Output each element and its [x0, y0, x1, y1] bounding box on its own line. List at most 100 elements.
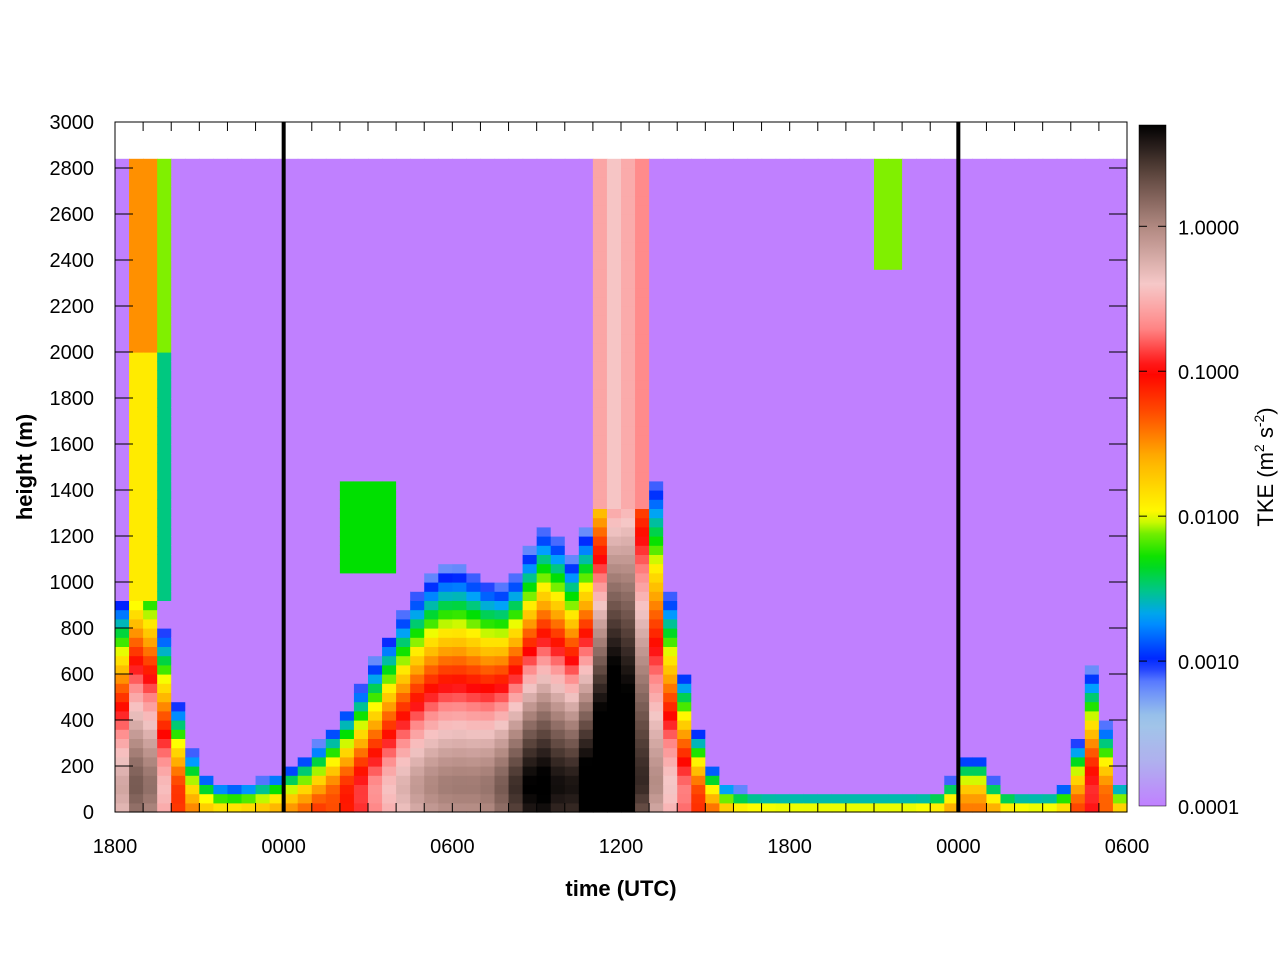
heatmap-cell — [115, 324, 130, 335]
heatmap-cell — [845, 462, 861, 473]
heatmap-cell — [649, 260, 664, 270]
heatmap-cell — [269, 370, 285, 381]
heatmap-cell — [775, 444, 791, 454]
heatmap-cell — [649, 628, 664, 638]
heatmap-cell — [241, 609, 257, 620]
heatmap-cell — [494, 775, 510, 785]
heatmap-cell — [592, 701, 608, 712]
heatmap-cell — [564, 407, 580, 417]
heatmap-cell — [803, 793, 819, 804]
heatmap-cell — [466, 342, 482, 353]
heatmap-cell — [1014, 398, 1030, 408]
heatmap-cell — [649, 674, 664, 684]
heatmap-cell — [410, 508, 425, 519]
heatmap-cell — [972, 526, 988, 537]
heatmap-cell — [143, 214, 158, 224]
heatmap-cell — [508, 490, 524, 500]
heatmap-cell — [691, 720, 706, 730]
heatmap-cell — [297, 683, 313, 693]
heatmap-cell — [199, 471, 214, 482]
heatmap-cell — [185, 591, 200, 601]
heatmap-cell — [564, 379, 580, 390]
heatmap-cell — [297, 591, 313, 601]
heatmap-cell — [986, 407, 1002, 417]
heatmap-cell — [283, 315, 299, 325]
heatmap-cell — [241, 398, 257, 408]
heatmap-cell — [213, 379, 229, 390]
heatmap-cell — [522, 738, 538, 749]
heatmap-cell — [466, 692, 482, 703]
heatmap-cell — [410, 223, 425, 233]
heatmap-cell — [213, 793, 229, 804]
heatmap-cell — [143, 370, 158, 381]
heatmap-cell — [719, 388, 735, 399]
heatmap-cell — [269, 177, 285, 187]
heatmap-cell — [972, 315, 988, 325]
heatmap-cell — [902, 342, 917, 353]
heatmap-cell — [424, 720, 439, 730]
heatmap-cell — [508, 618, 524, 629]
heatmap-cell — [508, 453, 524, 463]
heatmap-cell — [213, 545, 229, 555]
heatmap-cell — [199, 517, 214, 528]
heatmap-cell — [325, 204, 341, 215]
heatmap-cell — [789, 490, 805, 500]
heatmap-cell — [1028, 361, 1044, 371]
heatmap-cell — [1028, 223, 1044, 233]
heatmap-cell — [368, 710, 383, 721]
heatmap-cell — [1000, 333, 1016, 344]
heatmap-cell — [817, 462, 833, 473]
heatmap-cell — [592, 425, 608, 436]
heatmap-cell — [649, 398, 664, 408]
heatmap-cell — [1098, 664, 1114, 675]
heatmap-cell — [157, 480, 172, 491]
heatmap-cell — [1084, 720, 1100, 730]
heatmap-cell — [115, 701, 130, 712]
heatmap-cell — [649, 563, 664, 574]
heatmap-cell — [958, 793, 973, 804]
heatmap-cell — [241, 720, 257, 730]
heatmap-cell — [283, 526, 299, 537]
heatmap-cell — [255, 296, 271, 307]
heatmap-cell — [283, 333, 299, 344]
heatmap-cell — [297, 572, 313, 583]
heatmap-cell — [297, 508, 313, 519]
heatmap-cell — [255, 453, 271, 463]
heatmap-cell — [255, 388, 271, 399]
heatmap-cell — [1084, 370, 1100, 381]
heatmap-cell — [480, 398, 496, 408]
heatmap-cell — [157, 517, 172, 528]
heatmap-cell — [297, 177, 313, 187]
heatmap-cell — [452, 232, 467, 243]
heatmap-cell — [789, 471, 805, 482]
heatmap-cell — [438, 195, 453, 206]
heatmap-cell — [396, 545, 411, 555]
heatmap-cell — [803, 223, 819, 233]
heatmap-cell — [916, 572, 931, 583]
heatmap-cell — [719, 370, 735, 381]
heatmap-cell — [297, 664, 313, 675]
heatmap-cell — [705, 324, 720, 335]
heatmap-cell — [761, 802, 777, 813]
heatmap-cell — [972, 793, 988, 804]
heatmap-cell — [143, 582, 158, 592]
heatmap-cell — [859, 388, 875, 399]
heatmap-cell — [536, 609, 552, 620]
heatmap-cell — [368, 333, 383, 344]
heatmap-cell — [972, 333, 988, 344]
heatmap-cell — [115, 333, 130, 344]
heatmap-cell — [635, 444, 650, 454]
heatmap-cell — [902, 444, 917, 454]
heatmap-cell — [649, 508, 664, 519]
heatmap-cell — [859, 223, 875, 233]
heatmap-cell — [1042, 462, 1058, 473]
heatmap-cell — [522, 232, 538, 243]
heatmap-cell — [592, 646, 608, 657]
heatmap-cell — [789, 434, 805, 445]
heatmap-cell — [986, 756, 1002, 767]
heatmap-cell — [592, 747, 608, 758]
heatmap-cell — [888, 738, 903, 749]
heatmap-cell — [845, 701, 861, 712]
heatmap-cell — [803, 490, 819, 500]
heatmap-cell — [1070, 637, 1086, 647]
